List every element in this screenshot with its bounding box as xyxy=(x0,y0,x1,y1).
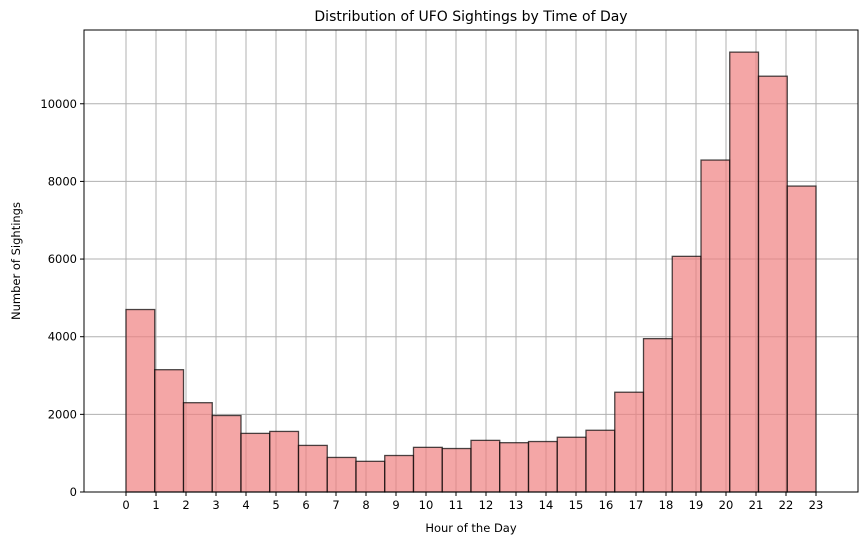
y-axis-ticks: 0 2000 4000 6000 8000 10000 xyxy=(40,97,84,499)
bar xyxy=(614,391,645,493)
bar xyxy=(240,432,271,493)
x-tick-label: 22 xyxy=(779,498,794,512)
bar xyxy=(154,369,185,493)
bar xyxy=(125,308,156,493)
plot-frame xyxy=(83,29,859,493)
y-tick-label: 0 xyxy=(70,485,77,499)
x-axis-ticks: 0 1 2 3 4 5 6 7 8 9 10 11 12 13 14 15 16 17 18 19 20 21 22 23 xyxy=(122,492,823,512)
x-tick-label: 5 xyxy=(272,498,279,512)
x-tick-label: 21 xyxy=(749,498,764,512)
bar xyxy=(441,447,472,493)
x-tick-label: 7 xyxy=(332,498,339,512)
bar xyxy=(182,402,213,493)
y-tick-label: 8000 xyxy=(48,174,77,188)
x-tick-label: 19 xyxy=(689,498,704,512)
y-tick-label: 2000 xyxy=(48,407,77,421)
bar xyxy=(786,185,817,493)
x-tick-label: 14 xyxy=(539,498,554,512)
bar xyxy=(384,454,415,493)
y-tick-label: 10000 xyxy=(40,97,77,111)
x-axis-label: Hour of the Day xyxy=(425,521,517,535)
x-tick-label: 11 xyxy=(449,498,464,512)
chart-title: Distribution of UFO Sightings by Time of… xyxy=(314,9,627,25)
bar xyxy=(297,444,328,493)
bar xyxy=(470,439,501,493)
y-tick-label: 6000 xyxy=(48,252,77,266)
bar xyxy=(211,414,242,493)
x-tick-label: 17 xyxy=(629,498,644,512)
bar xyxy=(729,51,760,493)
x-tick-label: 2 xyxy=(182,498,189,512)
y-axis-label: Number of Sightings xyxy=(9,202,23,320)
bar xyxy=(556,436,587,493)
x-tick-label: 23 xyxy=(809,498,824,512)
bar xyxy=(412,446,443,493)
bar xyxy=(527,440,558,493)
bar xyxy=(642,337,673,493)
bar xyxy=(355,460,386,493)
bar xyxy=(326,456,357,493)
x-tick-label: 16 xyxy=(599,498,614,512)
x-tick-label: 9 xyxy=(392,498,399,512)
bar xyxy=(269,430,300,493)
x-tick-label: 20 xyxy=(719,498,734,512)
x-tick-label: 1 xyxy=(152,498,159,512)
x-tick-label: 6 xyxy=(302,498,309,512)
bar xyxy=(700,159,731,493)
bar xyxy=(671,255,702,493)
x-tick-label: 0 xyxy=(122,498,129,512)
bars xyxy=(125,51,817,493)
x-tick-label: 4 xyxy=(242,498,249,512)
bar xyxy=(585,429,616,493)
x-tick-label: 3 xyxy=(212,498,219,512)
x-tick-label: 15 xyxy=(569,498,584,512)
y-tick-label: 4000 xyxy=(48,330,77,344)
bar xyxy=(757,75,788,493)
x-tick-label: 8 xyxy=(362,498,369,512)
x-tick-label: 12 xyxy=(479,498,494,512)
x-tick-label: 10 xyxy=(419,498,434,512)
bar xyxy=(499,442,530,493)
x-tick-label: 13 xyxy=(509,498,524,512)
x-tick-label: 18 xyxy=(659,498,674,512)
